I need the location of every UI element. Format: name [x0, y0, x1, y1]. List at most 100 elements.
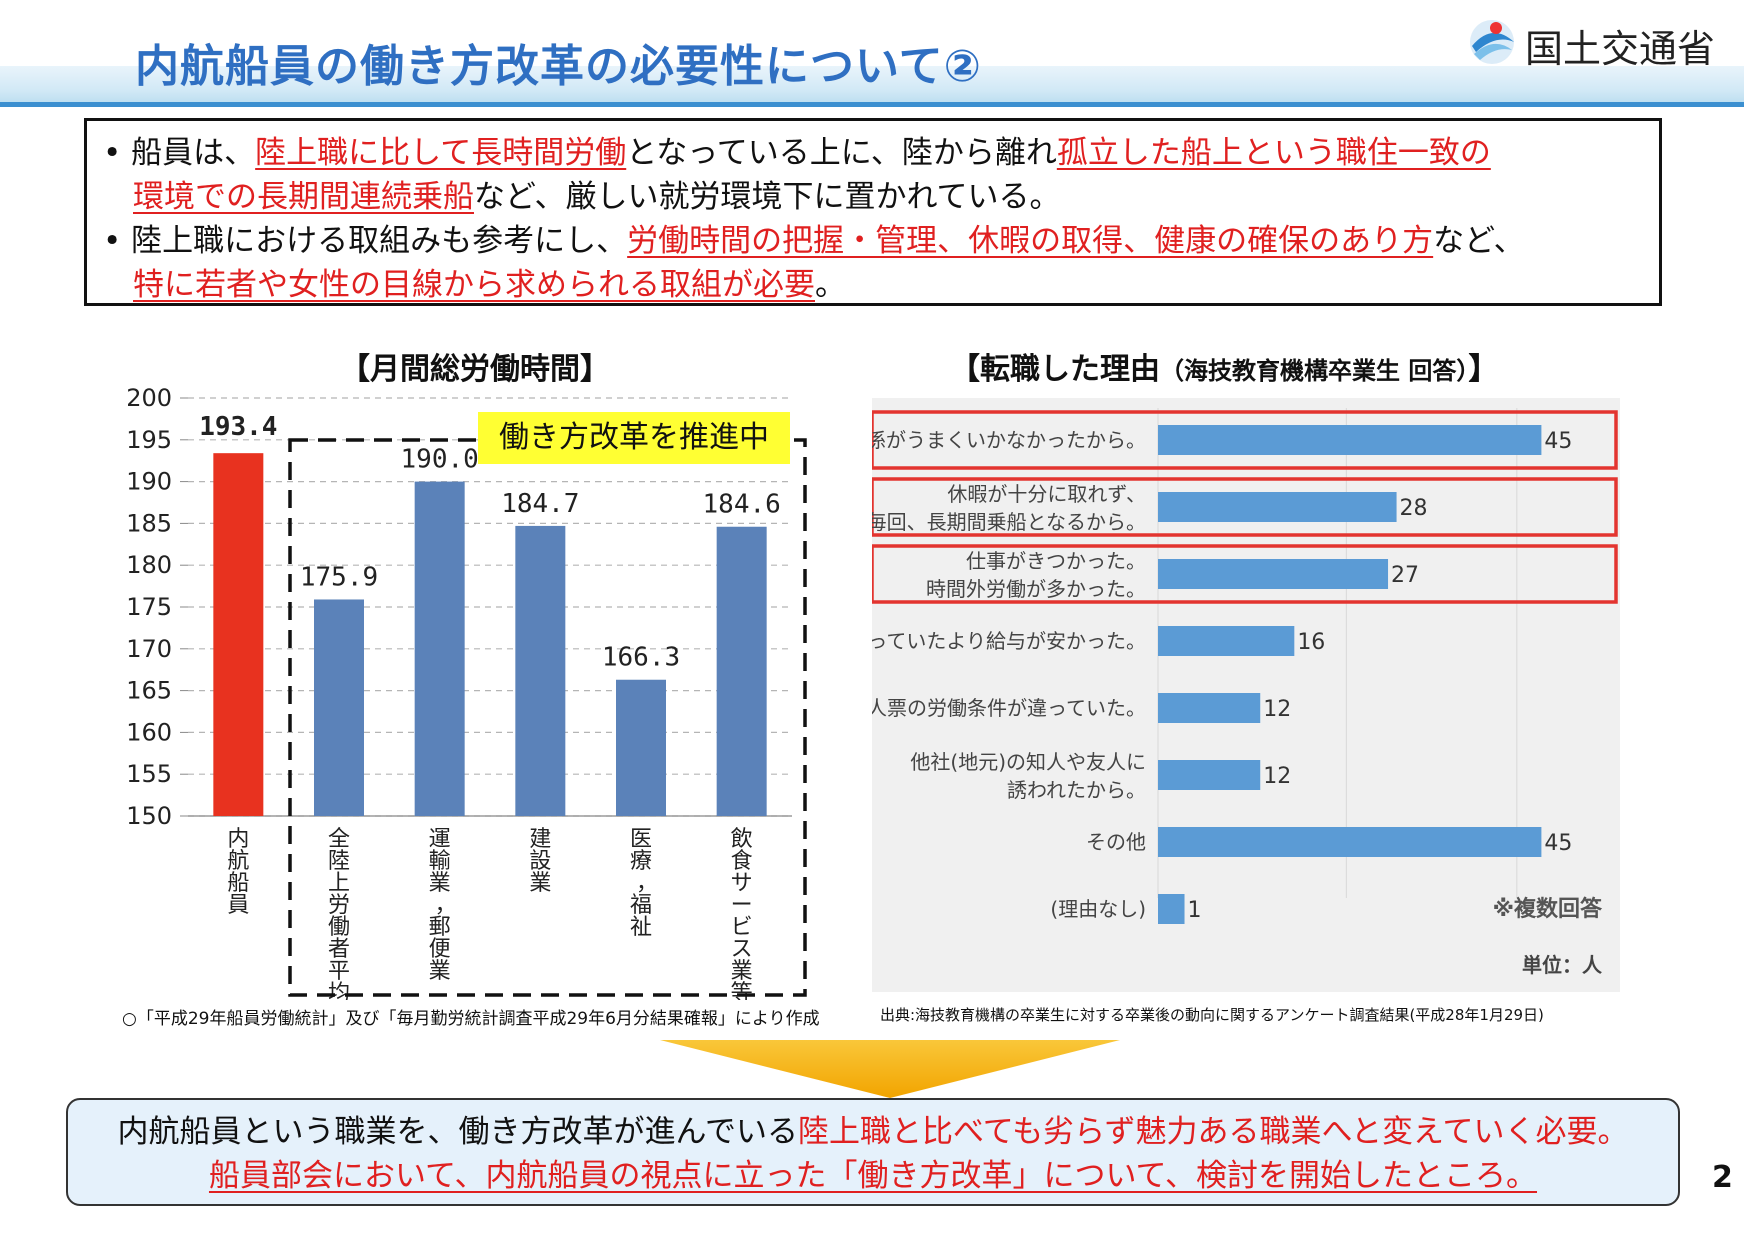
page-title: 内航船員の働き方改革の必要性について② [135, 41, 982, 92]
summary-emphasis: 陸上職に比して長時間労働 [255, 135, 627, 171]
data-label: 184.7 [501, 489, 579, 519]
left-chart-source: ○「平成29年船員労働統計」及び「毎月勤労統計調査平成29年6月分結果確報」によ… [122, 1009, 820, 1029]
x-tick-label-char: 輸 [429, 849, 451, 874]
x-tick-label-char: 便 [429, 937, 451, 962]
bar [1158, 894, 1185, 924]
data-label: 184.6 [703, 490, 781, 520]
category-label: 他社(地元)の知人や友人に [910, 750, 1146, 774]
x-tick-label-char: 福 [630, 893, 652, 918]
y-tick-label: 155 [126, 760, 172, 788]
bar [1158, 693, 1261, 723]
summary-bullet-2-cont: 特に若者や女性の目線から求められる取組が必要。 [133, 263, 846, 307]
bar [515, 525, 566, 816]
conclusion-box: 内航船員という職業を、働き方改革が進んでいる陸上職と比べても劣らず魅力ある職業へ… [66, 1098, 1680, 1206]
x-tick-label-char: 療 [630, 849, 652, 874]
right-chart-title-note: （海技教育機構卒業生 回答） [1160, 357, 1469, 385]
bar [716, 526, 767, 816]
category-label: 毎回、長期間乗船となるから。 [872, 510, 1146, 534]
x-tick-label-char: 祉 [630, 915, 652, 940]
bar [1158, 492, 1397, 522]
highlight-box [872, 544, 1618, 604]
summary-text: など、厳しい就労環境下に置かれている。 [474, 179, 1061, 215]
summary-text: 陸上職における取組みも参考にし、 [131, 223, 628, 259]
summary-text: となっている上に、陸から離れ [626, 135, 1057, 171]
y-tick-label: 180 [126, 551, 172, 579]
summary-text: など、 [1433, 223, 1525, 259]
right-chart-title: 【転職した理由（海技教育機構卒業生 回答）】 [950, 344, 1498, 388]
data-label: 28 [1400, 496, 1428, 521]
data-label: 166.3 [602, 643, 680, 673]
bullet-mark: • [103, 223, 122, 259]
page-number: 2 [1712, 1160, 1733, 1195]
highlight-box [872, 477, 1618, 537]
right-chart-title-main: 【転職した理由 [950, 352, 1160, 387]
category-label: 求人票の労働条件が違っていた。 [872, 696, 1146, 720]
category-label: その他 [1086, 830, 1146, 854]
x-tick-label-char: 医 [630, 827, 652, 852]
x-tick-label-char: 設 [529, 849, 551, 874]
y-tick-label: 200 [126, 384, 172, 412]
y-tick-label: 170 [126, 635, 172, 663]
bar [213, 453, 264, 816]
bar [1158, 425, 1542, 455]
y-tick-label: 190 [126, 468, 172, 496]
y-tick-label: 160 [126, 718, 172, 746]
x-tick-label-char: 労 [328, 893, 350, 918]
x-tick-label-char: ， [636, 871, 658, 896]
y-tick-label: 165 [126, 677, 172, 705]
x-tick-label-char: 航 [227, 849, 249, 874]
data-labels: 193.4 175.9 190.0 184.7 166.3 184.6 [199, 412, 781, 673]
conclusion-emphasis: 船員部会において、内航船員の視点に立った「働き方改革」について、検討を開始したと… [208, 1158, 1538, 1194]
bar [616, 679, 666, 816]
summary-text: 船員は、 [131, 135, 256, 171]
x-tick-label-char: 内 [227, 827, 249, 852]
summary-emphasis: 孤立した船上という職住一致の [1056, 135, 1491, 171]
x-tick-label-char: 者 [328, 937, 350, 962]
x-tick-label-char: 平 [328, 959, 350, 984]
highlight-boxes [872, 410, 1618, 604]
bars [213, 453, 767, 816]
title-rule [0, 102, 1744, 107]
ministry-emblem-icon [1470, 20, 1514, 64]
x-tick-label-char: 船 [227, 871, 249, 896]
summary-emphasis: 特に若者や女性の目線から求められる取組が必要 [133, 267, 815, 303]
data-label: 27 [1391, 563, 1419, 588]
x-tick-label-char: 食 [731, 849, 753, 874]
ministry-logo [1470, 20, 1514, 64]
bar [1158, 626, 1295, 656]
y-tick-label: 195 [126, 426, 172, 454]
summary-box: • 船員は、陸上職に比して長時間労働となっている上に、陸から離れ孤立した船上とい… [84, 118, 1662, 306]
category-label: 思っていたより給与が安かった。 [872, 629, 1146, 653]
job-change-chart: 人間関係がうまくいかなかったから。休暇が十分に取れず、毎回、長期間乗船となるから… [872, 398, 1620, 992]
category-label: (理由なし) [1050, 897, 1146, 921]
x-tick-label-char: 業 [429, 959, 451, 984]
y-axis-ticks: 150 155 160 165 170 175 180 185 190 195 200 [126, 384, 188, 830]
x-tick-label-char: 業 [429, 871, 451, 896]
bar [314, 599, 364, 816]
summary-emphasis: 環境での長期間連続乗船 [133, 179, 474, 215]
x-tick-label-char: ー [731, 893, 753, 918]
y-tick-label: 175 [126, 593, 172, 621]
summary-bullet-1: • 船員は、陸上職に比して長時間労働となっている上に、陸から離れ孤立した船上とい… [103, 131, 1491, 175]
y-tick-label: 150 [126, 802, 172, 830]
bar [414, 481, 465, 816]
x-tick-label-char: 郵 [429, 915, 451, 940]
x-tick-label-char: ， [435, 893, 457, 918]
ministry-name: 国土交通省 [1525, 27, 1716, 71]
x-tick-label-char: 全 [328, 827, 350, 852]
data-label: 16 [1297, 630, 1325, 655]
conclusion-emphasis: 陸上職と比べても劣らず魅力ある職業へと変えていく必要。 [797, 1114, 1629, 1150]
conclusion-text: 内航船員という職業を、働き方改革が進んでいる [117, 1114, 798, 1150]
x-tick-label-char: 建 [529, 827, 551, 852]
data-label: 45 [1544, 831, 1572, 856]
y-tick-label: 185 [126, 509, 172, 537]
x-tick-label-char: サ [731, 871, 753, 896]
x-tick-label-char: 均 [328, 981, 350, 1000]
bar [1158, 827, 1542, 857]
x-tick-label-char: 業 [731, 959, 753, 984]
unit-label: 単位：人 [1522, 953, 1603, 977]
category-label: 誘われたから。 [1007, 778, 1146, 802]
multiple-answer-note: ※複数回答 [1493, 896, 1603, 922]
conclusion-line-1: 内航船員という職業を、働き方改革が進んでいる陸上職と比べても劣らず魅力ある職業へ… [68, 1110, 1678, 1154]
x-tick-label-char: 業 [529, 871, 551, 896]
